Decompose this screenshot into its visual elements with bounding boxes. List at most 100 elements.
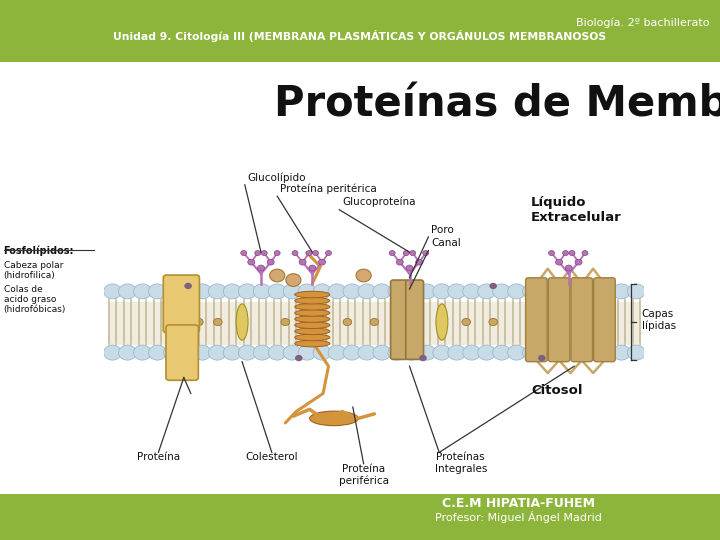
FancyBboxPatch shape <box>0 62 720 494</box>
Text: Fosfolípidos:: Fosfolípidos: <box>4 246 74 256</box>
Ellipse shape <box>436 304 448 340</box>
Circle shape <box>358 345 376 360</box>
Circle shape <box>208 345 226 360</box>
Text: Citosol: Citosol <box>531 384 582 397</box>
Circle shape <box>325 251 331 255</box>
Ellipse shape <box>294 316 330 322</box>
Circle shape <box>433 345 451 360</box>
Circle shape <box>415 259 423 265</box>
Ellipse shape <box>236 304 248 340</box>
Circle shape <box>627 284 645 299</box>
Text: Proteína peritérica: Proteína peritérica <box>280 184 377 194</box>
Ellipse shape <box>294 340 330 347</box>
Circle shape <box>390 251 395 255</box>
Circle shape <box>328 345 346 360</box>
Circle shape <box>627 345 645 360</box>
Circle shape <box>283 345 301 360</box>
Circle shape <box>598 345 616 360</box>
Circle shape <box>582 345 600 360</box>
Circle shape <box>281 319 289 326</box>
Circle shape <box>356 269 372 282</box>
Text: Glucoproteína: Glucoproteína <box>342 197 415 207</box>
Circle shape <box>508 345 526 360</box>
FancyBboxPatch shape <box>390 280 408 360</box>
Circle shape <box>463 345 480 360</box>
Circle shape <box>462 319 471 326</box>
Circle shape <box>403 345 420 360</box>
Circle shape <box>613 284 630 299</box>
Circle shape <box>403 251 409 255</box>
Circle shape <box>343 284 361 299</box>
Circle shape <box>562 251 569 255</box>
Circle shape <box>552 345 570 360</box>
Text: Capas
lípidas: Capas lípidas <box>642 309 676 331</box>
Circle shape <box>565 265 572 271</box>
Circle shape <box>298 284 316 299</box>
Circle shape <box>298 345 316 360</box>
Circle shape <box>575 259 582 265</box>
Ellipse shape <box>294 334 330 341</box>
Circle shape <box>419 355 427 361</box>
Circle shape <box>104 345 122 360</box>
Circle shape <box>214 319 222 326</box>
Circle shape <box>119 345 136 360</box>
Circle shape <box>613 345 630 360</box>
FancyBboxPatch shape <box>405 287 409 353</box>
Circle shape <box>373 345 391 360</box>
Circle shape <box>448 345 466 360</box>
Text: Biología. 2º bachillerato: Biología. 2º bachillerato <box>576 17 709 28</box>
Circle shape <box>403 284 420 299</box>
Circle shape <box>119 284 136 299</box>
Circle shape <box>490 283 497 289</box>
Circle shape <box>148 284 166 299</box>
Circle shape <box>370 319 379 326</box>
Text: Cabeza polar
(hidrofilica): Cabeza polar (hidrofilica) <box>4 261 63 280</box>
Circle shape <box>448 284 466 299</box>
Circle shape <box>433 284 451 299</box>
Circle shape <box>240 251 247 255</box>
Circle shape <box>549 251 554 255</box>
Circle shape <box>194 284 211 299</box>
FancyBboxPatch shape <box>166 325 198 380</box>
Ellipse shape <box>294 309 330 316</box>
Circle shape <box>567 284 585 299</box>
Circle shape <box>269 345 286 360</box>
Text: Proteínas
Integrales: Proteínas Integrales <box>435 453 487 474</box>
Text: C.E.M HIPATIA-FUHEM: C.E.M HIPATIA-FUHEM <box>442 497 595 510</box>
Ellipse shape <box>294 298 330 304</box>
Text: Proteínas de Membrana: Proteínas de Membrana <box>274 84 720 126</box>
Circle shape <box>489 319 498 326</box>
FancyBboxPatch shape <box>549 278 570 362</box>
Circle shape <box>148 345 166 360</box>
FancyBboxPatch shape <box>593 278 615 362</box>
Circle shape <box>292 251 298 255</box>
Circle shape <box>104 284 122 299</box>
FancyBboxPatch shape <box>571 278 593 362</box>
Circle shape <box>283 284 301 299</box>
Circle shape <box>238 345 256 360</box>
Text: Proteína: Proteína <box>137 453 180 462</box>
Circle shape <box>388 284 406 299</box>
Text: Glucolípido: Glucolípido <box>248 172 306 183</box>
Circle shape <box>410 251 415 255</box>
FancyBboxPatch shape <box>406 280 423 360</box>
Circle shape <box>238 284 256 299</box>
FancyBboxPatch shape <box>0 0 720 62</box>
Circle shape <box>261 251 267 255</box>
Circle shape <box>418 345 436 360</box>
Circle shape <box>406 265 413 271</box>
Circle shape <box>286 274 301 286</box>
Ellipse shape <box>294 328 330 335</box>
Circle shape <box>343 319 352 326</box>
Text: Colesterol: Colesterol <box>246 453 298 462</box>
Circle shape <box>269 284 286 299</box>
Circle shape <box>248 259 255 265</box>
Circle shape <box>318 259 325 265</box>
Circle shape <box>358 284 376 299</box>
Text: Líquido
Extracelular: Líquido Extracelular <box>531 196 622 224</box>
Circle shape <box>133 284 151 299</box>
Circle shape <box>556 259 562 265</box>
Circle shape <box>552 284 570 299</box>
Circle shape <box>343 345 361 360</box>
Circle shape <box>179 284 197 299</box>
